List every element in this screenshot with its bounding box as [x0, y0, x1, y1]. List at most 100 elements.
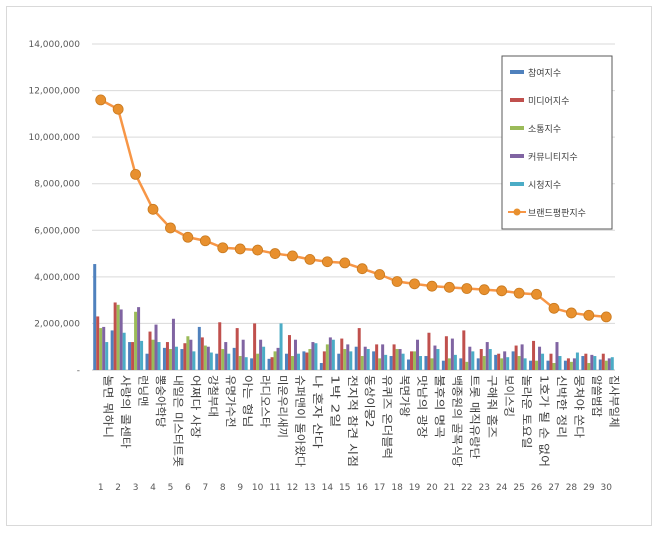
line-point — [566, 307, 577, 319]
x-rank-number: 10 — [252, 483, 264, 493]
bar — [593, 356, 597, 370]
x-category-label: 백종원의 골목식당 — [450, 375, 463, 467]
x-rank-number: 19 — [409, 483, 421, 493]
bar — [308, 349, 312, 370]
bar — [325, 344, 329, 370]
x-category-label: 유명가수전 — [224, 375, 237, 428]
bar — [218, 322, 222, 370]
x-rank-number: 28 — [566, 483, 578, 493]
line-point — [600, 311, 612, 323]
bar — [427, 332, 431, 370]
x-category-label: 트롯 매직유랑단 — [468, 375, 481, 459]
x-rank-number: 26 — [531, 483, 543, 493]
bar — [227, 353, 231, 370]
x-rank-number: 23 — [479, 483, 490, 493]
bar — [494, 354, 498, 370]
x-rank-number: 22 — [461, 483, 472, 493]
bar — [506, 357, 510, 370]
bar — [244, 357, 248, 370]
bar — [151, 339, 155, 370]
x-category-label: 뭉쳐야 쏜다 — [572, 375, 585, 438]
bar — [328, 337, 332, 370]
bar — [209, 352, 213, 370]
bar — [601, 353, 605, 370]
x-category-label: 강철부대 — [206, 375, 219, 417]
x-rank-number: 27 — [548, 483, 559, 493]
bar — [471, 351, 475, 370]
x-rank-number: 13 — [304, 483, 315, 493]
bar — [538, 346, 542, 370]
x-rank-number: 15 — [339, 483, 350, 493]
x-rank-number: 9 — [237, 483, 243, 493]
bar — [546, 360, 550, 370]
bar — [165, 342, 169, 370]
line-point — [409, 278, 420, 290]
bar — [256, 353, 260, 370]
bar — [357, 328, 361, 370]
bar — [465, 361, 469, 370]
bar — [99, 328, 103, 370]
bar — [517, 356, 521, 370]
bar — [514, 345, 518, 370]
bar — [375, 344, 379, 370]
bar — [395, 349, 399, 370]
line-point — [287, 250, 298, 262]
bar — [392, 344, 396, 370]
bar — [541, 353, 545, 370]
line-point — [461, 283, 473, 294]
bar — [215, 353, 219, 370]
bar — [523, 358, 527, 370]
line-point — [321, 256, 333, 268]
x-rank-number: 3 — [133, 483, 139, 493]
line-point — [531, 288, 542, 300]
x-category-label: 알쓸범잡 — [590, 375, 604, 417]
bar — [186, 336, 190, 370]
x-axis: 놀면 뭐하니 1 사랑의 콜센타 2 런닝맨 3 뽕숭아학당 4 내일은 미스터트롯 5 어쩌다 사… — [98, 375, 621, 493]
bar — [549, 353, 553, 370]
bar — [113, 302, 117, 370]
bar — [450, 338, 454, 370]
bar — [122, 332, 126, 370]
bar — [419, 356, 423, 370]
bar — [372, 351, 376, 370]
bar — [267, 358, 271, 370]
line-point — [252, 244, 264, 256]
x-rank-number: 4 — [150, 483, 156, 493]
line-point — [130, 168, 141, 180]
y-tick-label: 6,000,000 — [34, 226, 80, 236]
bar — [232, 347, 236, 370]
bar — [128, 342, 132, 370]
x-rank-number: 20 — [426, 483, 438, 493]
bar — [607, 358, 611, 370]
bar — [433, 345, 437, 370]
x-rank-number: 17 — [374, 483, 385, 493]
legend-box — [501, 55, 613, 230]
bar — [552, 363, 556, 370]
x-category-label: 나 혼자 산다 — [311, 375, 324, 449]
bar — [410, 351, 414, 370]
bar — [331, 339, 335, 370]
line-point — [513, 287, 525, 299]
bar — [102, 326, 106, 370]
line-point — [95, 94, 107, 106]
line-point — [374, 269, 386, 280]
x-rank-number: 1 — [98, 483, 104, 493]
bar — [360, 356, 364, 370]
bar — [157, 342, 161, 370]
x-category-label: 보이스킹 — [503, 375, 516, 417]
bar — [119, 309, 123, 370]
bar — [145, 353, 149, 370]
bar — [497, 353, 501, 370]
legend-label: 커뮤니티지수 — [528, 152, 578, 163]
legend-swatch — [510, 154, 524, 158]
x-category-label: 유퀴즈 온더블럭 — [381, 375, 394, 459]
bar — [468, 346, 472, 370]
bar — [259, 339, 263, 370]
bar — [110, 330, 114, 370]
bar — [459, 358, 463, 370]
line-point — [391, 276, 403, 287]
x-category-label: 슈퍼맨이 돌아왔다 — [293, 375, 306, 467]
x-category-label: 놀면 뭐하니 — [102, 375, 116, 438]
bar — [253, 323, 257, 370]
line-point — [182, 231, 194, 243]
